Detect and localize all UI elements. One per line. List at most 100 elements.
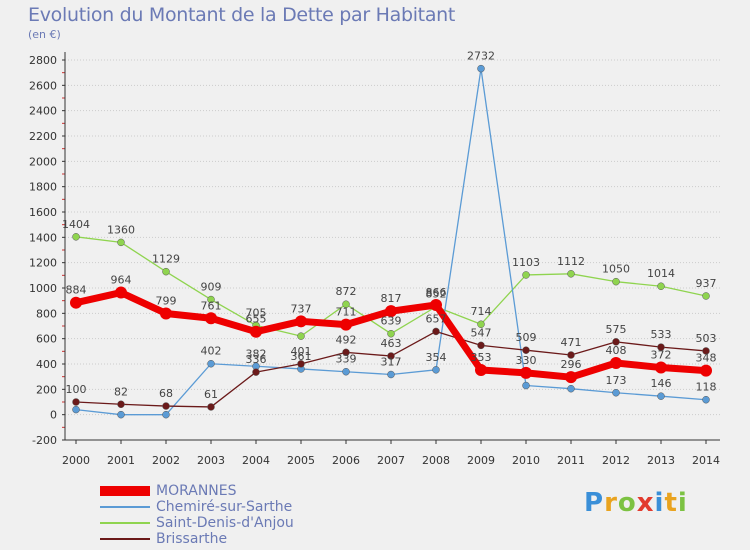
y-tick-label: 2400: [29, 105, 57, 118]
y-tick-label: 2600: [29, 79, 57, 92]
data-point-morannes: [115, 286, 127, 299]
data-point-chemire: [342, 367, 350, 376]
data-label-brissarthe: 509: [516, 331, 537, 344]
x-tick-label: 2009: [467, 454, 495, 467]
data-label-chemire: 402: [201, 345, 222, 358]
legend-label: Chemiré-sur-Sarthe: [156, 499, 293, 515]
data-point-brissarthe: [117, 400, 125, 409]
data-point-saint-denis: [342, 300, 350, 308]
data-point-morannes: [295, 315, 307, 328]
data-label-morannes: 296: [561, 358, 582, 371]
data-point-morannes: [430, 298, 442, 311]
data-label-brissarthe: 61: [204, 388, 218, 401]
data-point-morannes: [655, 361, 667, 374]
data-label-brissarthe: 100: [66, 383, 87, 396]
data-label-brissarthe: 492: [336, 333, 357, 346]
x-tick-label: 2007: [377, 454, 405, 467]
x-tick-label: 2011: [557, 454, 585, 467]
data-label-chemire: 118: [696, 381, 717, 394]
data-label-saint-denis: 1360: [107, 223, 135, 236]
data-point-chemire: [72, 405, 80, 414]
data-point-saint-denis: [522, 271, 530, 279]
y-tick-label: 600: [36, 333, 57, 346]
data-point-brissarthe: [477, 341, 485, 350]
data-point-morannes: [70, 296, 82, 309]
data-label-morannes: 711: [336, 306, 357, 319]
data-label-morannes: 348: [696, 352, 717, 365]
x-tick-label: 2012: [602, 454, 630, 467]
data-label-chemire: 339: [336, 353, 357, 366]
x-tick-label: 2001: [107, 454, 135, 467]
data-label-morannes: 964: [111, 274, 132, 287]
data-point-chemire: [207, 359, 215, 368]
x-tick-label: 2013: [647, 454, 675, 467]
x-tick-label: 2002: [152, 454, 180, 467]
y-tick-label: 800: [36, 307, 57, 320]
x-tick-label: 2005: [287, 454, 315, 467]
axes: -200 0 200 400 600 800 1000 1200 1400 1600 1800 200…: [29, 52, 720, 467]
data-label-saint-denis: 1129: [152, 253, 180, 266]
data-point-saint-denis: [207, 295, 215, 304]
chart-subtitle: (en €): [28, 28, 61, 41]
data-label-morannes: 761: [201, 299, 222, 312]
y-tick-label: -200: [32, 434, 57, 447]
data-point-chemire: [612, 389, 620, 397]
data-label-brissarthe: 575: [606, 323, 627, 336]
data-point-saint-denis: [72, 233, 80, 241]
y-tick-label: 1800: [29, 181, 57, 194]
data-point-morannes: [520, 366, 532, 379]
data-point-saint-denis: [477, 320, 485, 328]
y-tick-label: 1200: [29, 257, 57, 270]
data-label-saint-denis: 852: [426, 288, 447, 301]
data-point-brissarthe: [162, 402, 170, 410]
data-point-brissarthe: [387, 352, 395, 360]
data-point-brissarthe: [72, 398, 80, 406]
x-tick-label: 2010: [512, 454, 540, 467]
data-label-saint-denis: 714: [471, 305, 492, 318]
y-tick-label: 200: [36, 383, 57, 396]
data-label-morannes: 799: [156, 294, 177, 307]
data-label-saint-denis: 1014: [647, 267, 675, 280]
data-label-brissarthe: 657: [426, 312, 447, 325]
data-label-saint-denis: 1112: [557, 255, 585, 268]
data-label-chemire: 173: [606, 374, 627, 387]
data-label-brissarthe: 547: [471, 326, 492, 339]
data-point-saint-denis: [567, 270, 575, 278]
data-label-saint-denis: 639: [381, 315, 402, 328]
data-point-saint-denis: [117, 238, 125, 247]
data-point-brissarthe: [297, 360, 305, 368]
data-point-morannes: [160, 307, 172, 320]
data-label-morannes: 866: [426, 286, 447, 299]
data-point-chemire: [117, 410, 125, 419]
data-point-brissarthe: [432, 327, 440, 336]
data-label-brissarthe: 471: [561, 336, 582, 349]
y-tick-label: 0: [50, 409, 57, 422]
data-label-saint-denis: 909: [201, 281, 222, 294]
data-label-chemire: 146: [651, 377, 672, 390]
y-tick-label: 2200: [29, 130, 57, 143]
data-point-morannes: [700, 364, 712, 377]
data-label-chemire: 382: [246, 347, 267, 360]
y-tick-label: 400: [36, 358, 57, 371]
data-label-morannes: 655: [246, 313, 267, 326]
x-tick-label: 2000: [62, 454, 90, 467]
data-label-saint-denis: 1103: [512, 256, 540, 269]
data-point-saint-denis: [612, 277, 620, 286]
data-point-saint-denis: [297, 332, 305, 340]
data-label-chemire: 317: [381, 356, 402, 369]
data-label-morannes: 408: [606, 344, 627, 357]
data-point-morannes: [250, 325, 262, 338]
data-point-morannes: [205, 312, 217, 325]
data-point-brissarthe: [252, 368, 260, 376]
x-tick-label: 2008: [422, 454, 450, 467]
data-label-brissarthe: 463: [381, 337, 402, 350]
data-label-morannes: 372: [651, 349, 672, 362]
data-label-morannes: 353: [471, 351, 492, 364]
data-label-morannes: 884: [66, 284, 87, 297]
legend-label: MORANNES: [156, 483, 237, 499]
data-label-brissarthe: 503: [696, 332, 717, 345]
data-point-chemire: [522, 381, 530, 390]
data-label-brissarthe: 533: [651, 328, 672, 341]
data-point-brissarthe: [567, 351, 575, 359]
